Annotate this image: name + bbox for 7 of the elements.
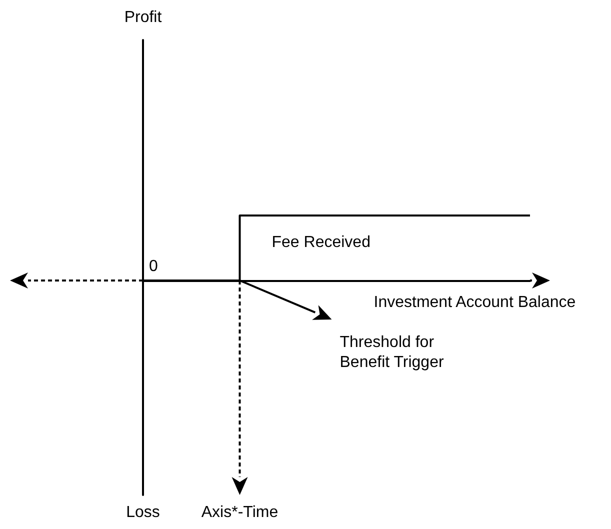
- text: Axis*-Time: [200, 503, 280, 523]
- annotation: 0: [149, 256, 158, 276]
- text: Threshold for Benefit Trigger: [340, 332, 445, 372]
- text: Profit: [123, 8, 163, 28]
- x-axis-title: Investment Account Balance: [374, 292, 576, 312]
- text: Loss: [125, 503, 161, 523]
- annotation: Fee Received: [272, 232, 370, 252]
